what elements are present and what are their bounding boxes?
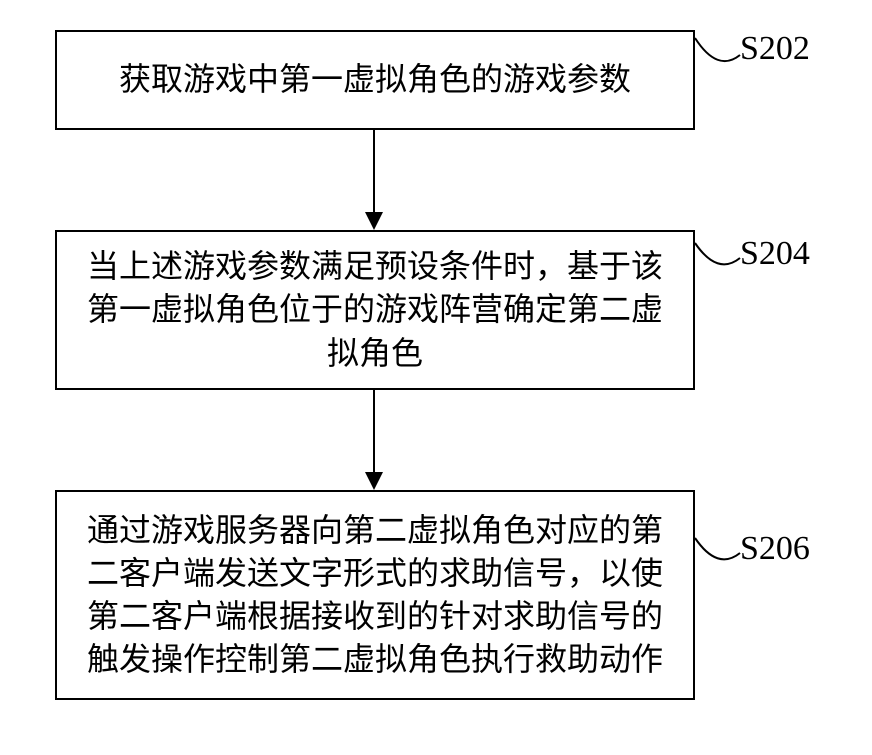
step-label-s204: S204 [740,235,810,273]
flow-box-text: 当上述游戏参数满足预设条件时，基于该 第一虚拟角色位于的游戏阵营确定第二虚 拟角… [87,245,663,375]
flow-box-s204: 当上述游戏参数满足预设条件时，基于该 第一虚拟角色位于的游戏阵营确定第二虚 拟角… [55,230,695,390]
step-label-s202: S202 [740,30,810,68]
flow-box-s206: 通过游戏服务器向第二虚拟角色对应的第 二客户端发送文字形式的求助信号，以使 第二… [55,490,695,700]
flow-arrow-head-2 [365,472,383,490]
flow-arrow-line-1 [373,130,375,212]
flow-box-text: 通过游戏服务器向第二虚拟角色对应的第 二客户端发送文字形式的求助信号，以使 第二… [87,509,663,682]
flow-box-text: 获取游戏中第一虚拟角色的游戏参数 [119,58,631,101]
flow-arrow-line-2 [373,390,375,472]
flow-arrow-head-1 [365,212,383,230]
flow-box-s202: 获取游戏中第一虚拟角色的游戏参数 [55,30,695,130]
step-label-s206: S206 [740,530,810,568]
